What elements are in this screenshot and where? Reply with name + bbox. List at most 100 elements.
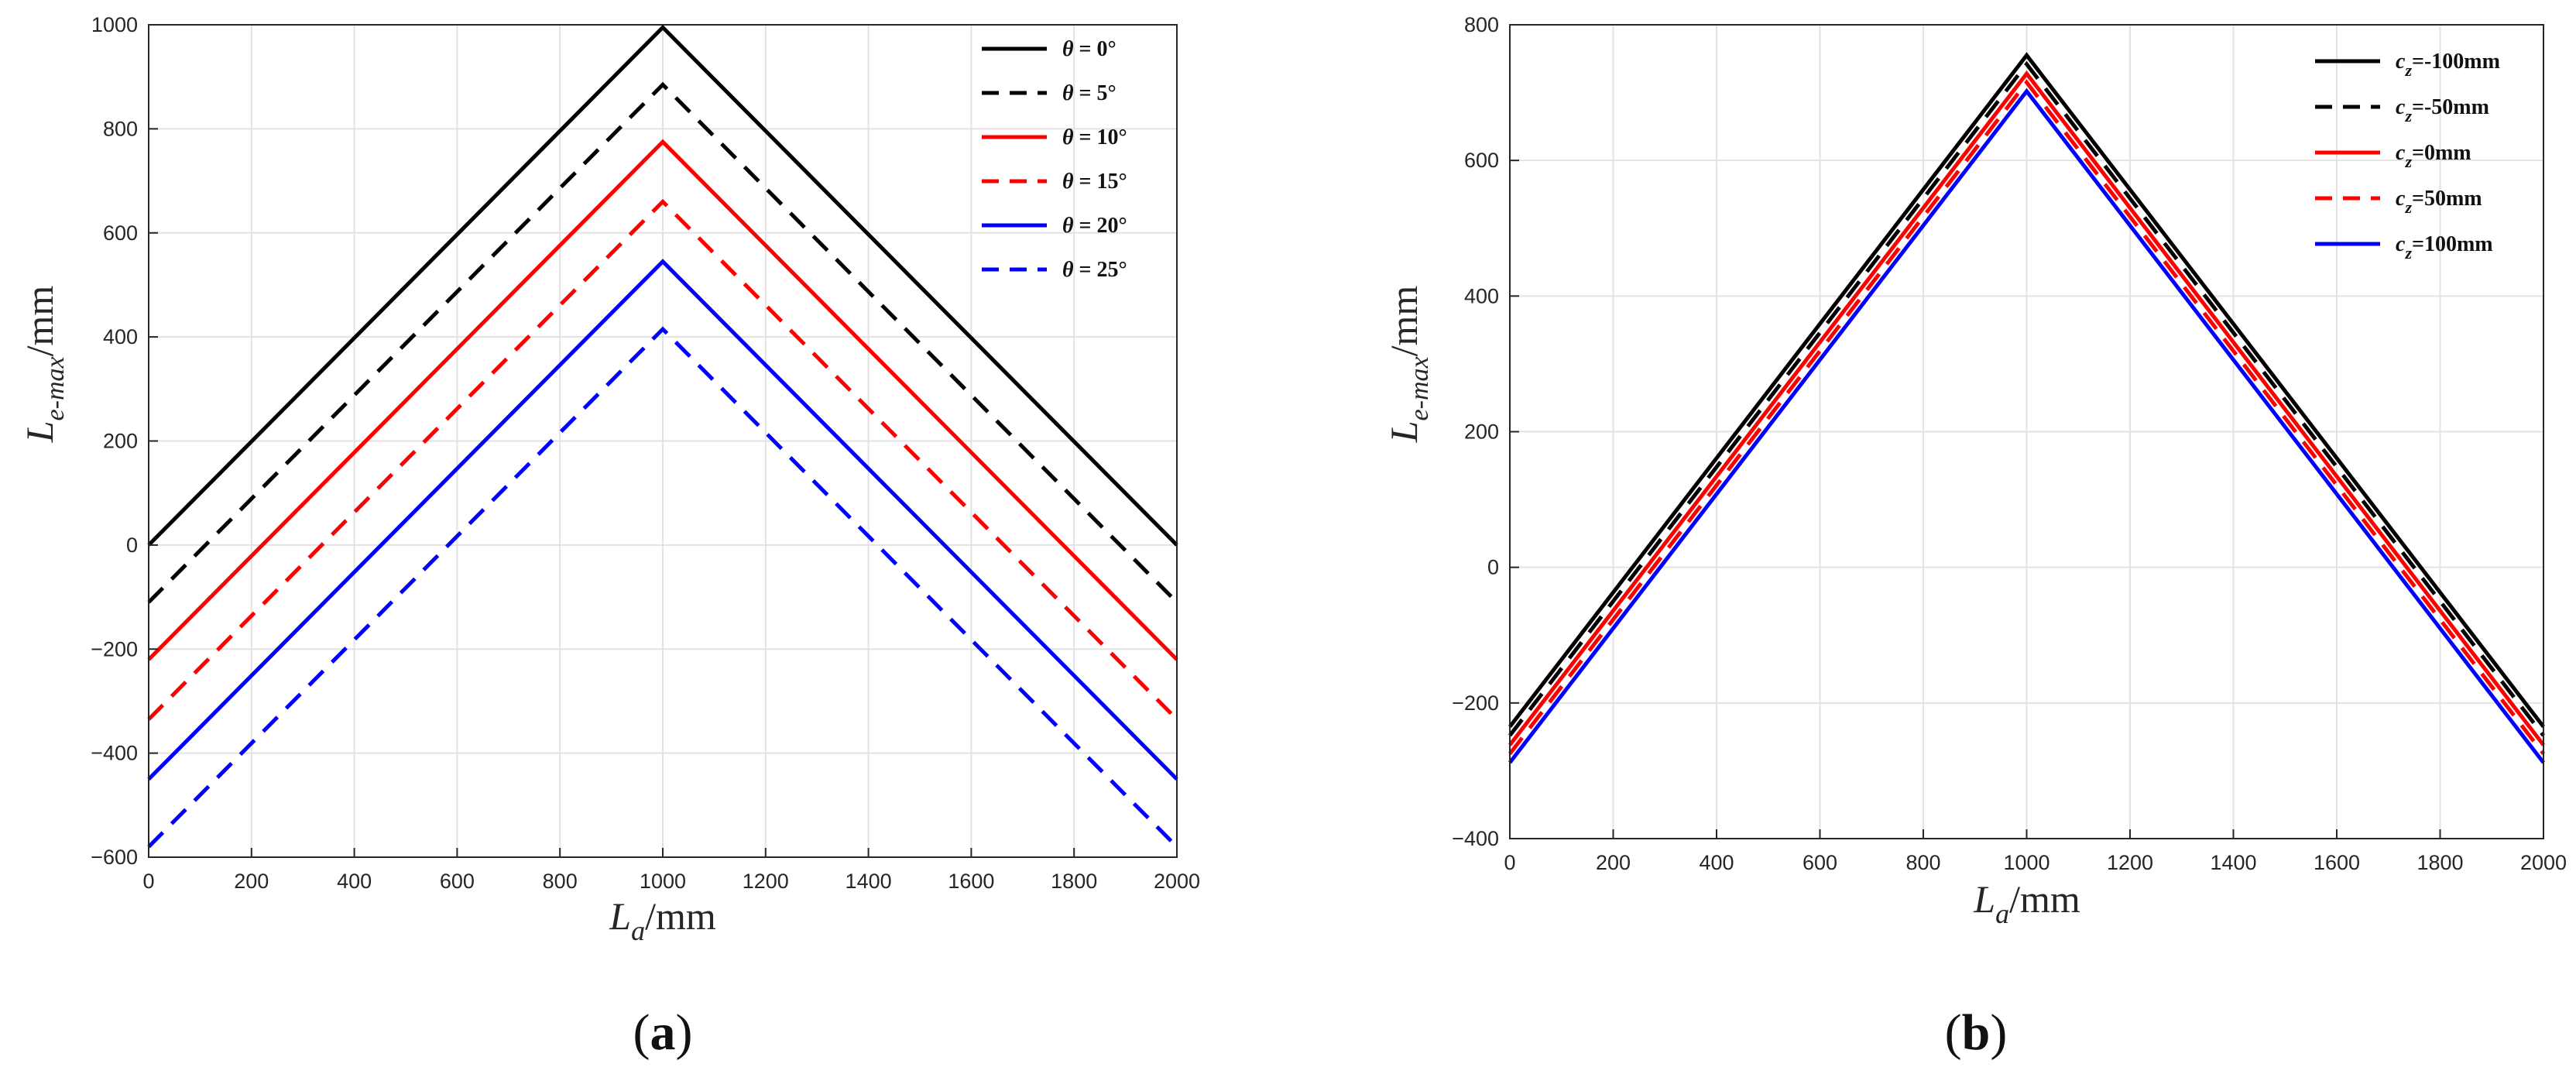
legend-subscript: z [2404, 60, 2412, 80]
y-tick-label: 200 [1464, 420, 1499, 444]
y-axis-label: Le-max/mm [1382, 286, 1434, 444]
legend-entry: θ = 20° [1062, 214, 1127, 238]
legend-separator: = [2412, 141, 2424, 165]
x-tick-label: 1200 [743, 870, 789, 893]
panel-label-letter: a [650, 1004, 676, 1061]
x-axis-symbol: L [1973, 877, 1995, 921]
y-axis-subscript: e-max [41, 356, 70, 420]
x-tick-label: 200 [1596, 851, 1631, 874]
x-axis-subscript: a [631, 915, 645, 946]
legend-value: -50mm [2424, 95, 2489, 119]
x-axis-label: La/mm [1973, 877, 2080, 929]
legend-symbol: θ [1062, 258, 1074, 282]
legend-symbol: c [2396, 95, 2406, 119]
y-tick-label: 400 [103, 325, 138, 348]
x-tick-label: 0 [142, 870, 154, 893]
series-line-b-0 [1508, 52, 2545, 729]
legend-separator: = [1074, 214, 1097, 238]
series-line-a-1 [147, 81, 1178, 604]
x-axis-label: La/mm [609, 894, 716, 946]
series-line-b-4 [1508, 87, 2545, 764]
x-tick-label: 0 [1504, 851, 1515, 874]
legend-value: 0° [1097, 37, 1116, 61]
legend-value: 20° [1097, 214, 1127, 238]
y-axis-symbol: L [1382, 420, 1425, 443]
legend-symbol: c [2396, 50, 2406, 74]
series-line-a-0 [147, 24, 1178, 547]
series-line-a-3 [147, 198, 1178, 721]
legend-entry: cz=100mm [2396, 232, 2493, 262]
y-tick-label: 600 [103, 221, 138, 245]
legend-subscript: z [2404, 106, 2412, 125]
x-tick-label: 800 [1905, 851, 1940, 874]
y-axis-unit: /mm [1382, 286, 1425, 357]
y-tick-label: 1000 [91, 13, 138, 36]
series-line-a-5 [147, 326, 1178, 849]
x-tick-label: 1800 [2417, 851, 2463, 874]
panel-label-letter: b [1962, 1004, 1991, 1061]
x-axis-symbol: L [609, 894, 631, 938]
legend-value: 0mm [2424, 141, 2471, 165]
x-tick-label: 1400 [846, 870, 892, 893]
y-tick-label: −400 [91, 742, 138, 765]
legend-entry: cz=-100mm [2396, 50, 2500, 80]
x-tick-label: 400 [1699, 851, 1734, 874]
x-tick-label: 600 [1803, 851, 1837, 874]
x-tick-label: 1600 [2314, 851, 2360, 874]
legend-value: 5° [1097, 81, 1116, 105]
y-axis-unit: /mm [18, 286, 61, 357]
legend-separator: = [2412, 95, 2424, 119]
legend-value: 100mm [2424, 232, 2493, 256]
legend-value: 25° [1097, 258, 1127, 282]
x-tick-label: 1000 [640, 870, 686, 893]
panel-label-close: ) [1990, 1004, 2007, 1061]
legend-a: θ = 0°θ = 5°θ = 10°θ = 15°θ = 20°θ = 25° [982, 37, 1127, 282]
panel-label-close: ) [676, 1004, 693, 1061]
y-axis-label: Le-max/mm [18, 286, 70, 444]
y-tick-label: 200 [103, 430, 138, 453]
legend-separator: = [1074, 170, 1097, 194]
panel-label-open: ( [633, 1004, 650, 1061]
series-line-a-2 [147, 139, 1178, 661]
legend-subscript: z [2404, 243, 2412, 262]
x-tick-label: 1400 [2210, 851, 2256, 874]
legend-symbol: θ [1062, 125, 1074, 149]
y-tick-label: −600 [91, 846, 138, 869]
panel-label-b: (b) [1945, 1004, 2008, 1061]
chart-b: 0 200 400 600 800 1000 1200 1400 1600 1800 2000−40… [1382, 13, 2567, 1061]
series-line-a-4 [147, 259, 1178, 781]
legend-value: -100mm [2424, 50, 2500, 74]
panel-label-a: (a) [633, 1004, 693, 1061]
y-tick-label: 800 [1464, 13, 1499, 36]
x-tick-label: 600 [440, 870, 475, 893]
legend-separator: = [1074, 37, 1097, 61]
legend-subscript: z [2404, 152, 2412, 171]
y-tick-label: 0 [126, 534, 138, 557]
legend-value: 15° [1097, 170, 1127, 194]
legend-entry: cz=-50mm [2396, 95, 2489, 125]
x-tick-label: 1000 [2003, 851, 2049, 874]
legend-separator: = [2412, 50, 2424, 74]
y-tick-label: −400 [1452, 827, 1499, 850]
x-tick-label: 2000 [1154, 870, 1200, 893]
series-line-b-1 [1508, 60, 2545, 737]
legend-separator: = [1074, 125, 1097, 149]
y-tick-label: −200 [91, 637, 138, 661]
legend-entry: θ = 10° [1062, 125, 1127, 149]
x-tick-label: 2000 [2520, 851, 2567, 874]
legend-subscript: z [2404, 197, 2412, 217]
y-axis-subscript: e-max [1405, 356, 1434, 420]
legend-symbol: θ [1062, 37, 1074, 61]
panel-label-open: ( [1945, 1004, 1962, 1061]
x-tick-label: 1800 [1051, 870, 1097, 893]
legend-entry: cz=0mm [2396, 141, 2471, 171]
legend-symbol: c [2396, 232, 2406, 256]
legend-separator: = [1074, 81, 1097, 105]
x-tick-label: 200 [234, 870, 269, 893]
chart-a: 0 200 400 600 800 1000 1200 1400 1600 1800 2000−60… [18, 13, 1200, 1061]
x-axis-unit: /mm [645, 894, 716, 938]
legend-entry: θ = 0° [1062, 37, 1116, 61]
